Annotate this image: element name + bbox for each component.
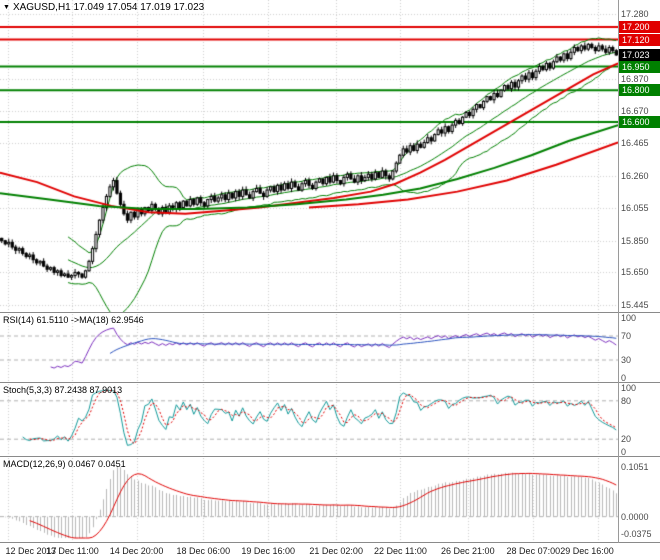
stoch-axis-label: 0 [621, 447, 627, 457]
price-level-badge: 17.120 [619, 33, 660, 46]
rsi-indicator-label: RSI(14) 61.5110 ->MA(18) 62.9546 [3, 315, 144, 325]
time-axis-label: 29 Dec 16:00 [560, 546, 614, 556]
price-level-badge: 16.600 [619, 115, 660, 128]
rsi-pane-canvas[interactable] [0, 314, 618, 382]
macd-indicator-label: MACD(12,26,9) 0.0467 0.0451 [3, 459, 126, 469]
chart-title-text: XAGUSD,H1 17.049 17.054 17.019 17.023 [12, 2, 205, 13]
time-axis-label: 18 Dec 06:00 [176, 546, 231, 556]
macd-axis-label: 0.0000 [621, 511, 649, 522]
stochastic-pane-canvas[interactable] [0, 384, 618, 456]
stoch-axis-label: 100 [621, 383, 637, 393]
current-price-badge: 17.023 [619, 48, 660, 61]
price-axis-label: 16.870 [621, 74, 649, 85]
price-axis-label: 16.260 [621, 170, 649, 181]
price-axis-label: 17.280 [621, 9, 649, 20]
main-price-chart-canvas[interactable] [0, 0, 618, 312]
rsi-axis-label: 0 [621, 373, 627, 383]
pane-separator[interactable] [0, 312, 660, 313]
price-axis-label: 15.850 [621, 235, 649, 246]
price-axis-label: 16.055 [621, 203, 649, 214]
time-axis-label: 22 Dec 11:00 [374, 546, 427, 556]
price-axis-divider [618, 0, 619, 543]
chart-title: ▼ XAGUSD,H1 17.049 17.054 17.019 17.023 [3, 2, 204, 13]
rsi-axis-label: 30 [621, 355, 632, 365]
price-axis-label: 15.650 [621, 267, 649, 278]
price-level-badge: 16.950 [619, 60, 660, 73]
time-axis-label: 14 Dec 20:00 [109, 546, 164, 556]
stoch-axis-label: 80 [621, 395, 632, 406]
time-axis-label: 19 Dec 16:00 [241, 546, 295, 556]
time-axis-label: 12 Dec 2017 [5, 546, 57, 556]
pane-separator[interactable] [0, 542, 660, 543]
time-axis-label: 28 Dec 07:00 [506, 546, 561, 556]
symbol-dropdown-icon[interactable]: ▼ [3, 4, 10, 11]
macd-pane-canvas[interactable] [0, 458, 618, 542]
macd-axis-label: -0.0375 [621, 529, 652, 540]
pane-separator[interactable] [0, 382, 660, 383]
price-level-badge: 17.200 [619, 20, 660, 33]
stochastic-indicator-label: Stoch(5,3,3) 87.2438 87.9013 [3, 385, 123, 395]
price-level-badge: 16.800 [619, 84, 660, 97]
macd-axis-label: 0.1051 [621, 461, 649, 472]
stoch-axis-label: 20 [621, 434, 632, 445]
time-axis-label: 21 Dec 02:00 [309, 546, 363, 556]
rsi-axis-label: 70 [621, 331, 632, 341]
rsi-axis-label: 100 [621, 313, 637, 323]
price-axis-label: 16.465 [621, 138, 649, 149]
price-axis-label: 15.445 [621, 299, 649, 310]
time-axis-label: 26 Dec 21:00 [441, 546, 495, 556]
pane-separator[interactable] [0, 456, 660, 457]
time-axis-label: 13 Dec 11:00 [45, 546, 99, 556]
price-axis-label: 16.670 [621, 105, 649, 116]
